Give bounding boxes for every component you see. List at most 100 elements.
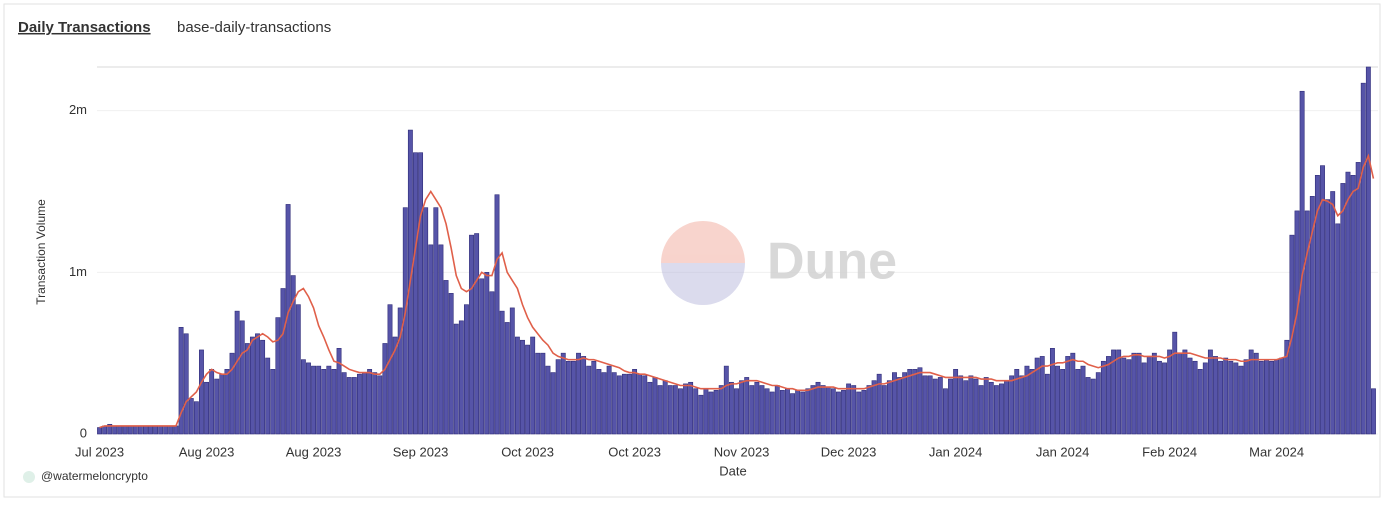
- bar: [336, 348, 342, 435]
- bar: [1269, 360, 1274, 435]
- bar: [540, 352, 546, 435]
- bar: [239, 320, 245, 435]
- bar: [1014, 369, 1020, 435]
- bar: [749, 385, 755, 435]
- bar: [810, 385, 816, 435]
- bar: [922, 375, 928, 435]
- bar: [392, 336, 398, 435]
- bar: [484, 272, 490, 435]
- bar: [1162, 362, 1167, 435]
- bar: [550, 372, 556, 435]
- bar: [331, 369, 337, 435]
- bar: [504, 322, 510, 435]
- bar: [1330, 191, 1336, 435]
- bar: [800, 391, 806, 435]
- bar: [1172, 331, 1178, 435]
- bar: [142, 425, 148, 435]
- bar: [1039, 356, 1045, 435]
- y-axis-label: Transaction Volume: [34, 199, 48, 305]
- bar: [514, 336, 520, 435]
- moving-average-line: [99, 153, 1375, 429]
- bar: [708, 391, 714, 435]
- bar: [433, 207, 439, 435]
- plot-area: 0 1m 2m Jul 2023 Aug 2023 Aug 2023 Sep 2023 Oct…: [69, 66, 1378, 459]
- bar: [97, 427, 102, 435]
- bar: [927, 375, 933, 435]
- bar: [1258, 360, 1264, 435]
- bar: [1136, 352, 1142, 435]
- bar: [1355, 162, 1361, 435]
- bar: [132, 425, 138, 435]
- x-tick-label: Sep 2023: [393, 444, 449, 459]
- bar: [999, 383, 1004, 435]
- bar: [443, 280, 449, 435]
- bar: [270, 369, 276, 435]
- bar: [871, 380, 877, 435]
- bar: [219, 373, 225, 435]
- chart-title[interactable]: Daily Transactions: [18, 19, 151, 36]
- bar: [1116, 349, 1122, 435]
- bar: [993, 385, 999, 435]
- bar: [820, 385, 826, 435]
- bar: [978, 385, 984, 435]
- bar: [351, 377, 357, 435]
- bar: [657, 385, 663, 435]
- bar: [148, 425, 153, 435]
- bar: [1213, 356, 1218, 435]
- bar: [693, 388, 699, 435]
- bar: [988, 381, 994, 435]
- bar: [311, 365, 317, 435]
- y-tick-label: 1m: [69, 264, 87, 279]
- bar: [902, 372, 908, 435]
- bar: [1365, 66, 1371, 435]
- bar: [265, 357, 271, 435]
- bar: [560, 352, 566, 435]
- bar: [188, 398, 194, 435]
- bar: [249, 336, 255, 435]
- bar: [463, 304, 469, 435]
- bar: [1004, 380, 1010, 435]
- bar: [1029, 369, 1035, 435]
- bar: [856, 391, 862, 435]
- bar: [1299, 90, 1305, 435]
- bar: [499, 310, 505, 435]
- bar: [835, 391, 841, 435]
- bar: [1131, 352, 1137, 435]
- y-tick-label: 2m: [69, 102, 87, 117]
- bar: [601, 372, 607, 435]
- bar: [1335, 223, 1341, 435]
- bar: [1325, 199, 1331, 435]
- x-tick-label: Jul 2023: [75, 444, 124, 459]
- bar: [698, 394, 704, 435]
- bar: [881, 385, 887, 435]
- bar: [1019, 375, 1025, 435]
- bar: [1187, 357, 1193, 435]
- bar: [341, 372, 347, 435]
- bar: [525, 344, 531, 435]
- bar: [565, 360, 571, 435]
- bar: [830, 388, 836, 435]
- bar: [234, 310, 240, 435]
- bar: [1151, 352, 1157, 435]
- bar: [917, 367, 923, 435]
- watermark-logo: [661, 221, 745, 305]
- bar: [667, 385, 673, 435]
- bar: [397, 307, 403, 435]
- bar: [387, 304, 393, 435]
- bar: [662, 380, 668, 435]
- bar: [173, 425, 179, 435]
- bar: [734, 388, 739, 435]
- bar: [846, 383, 852, 435]
- bar: [295, 304, 301, 435]
- bar: [983, 377, 989, 435]
- bar: [509, 307, 515, 435]
- bar: [479, 278, 485, 435]
- bar: [907, 369, 913, 435]
- bar: [275, 317, 281, 435]
- bar: [672, 385, 678, 435]
- bar: [785, 388, 790, 435]
- bar: [1095, 372, 1101, 435]
- bar: [1100, 360, 1106, 435]
- bar: [1192, 360, 1198, 435]
